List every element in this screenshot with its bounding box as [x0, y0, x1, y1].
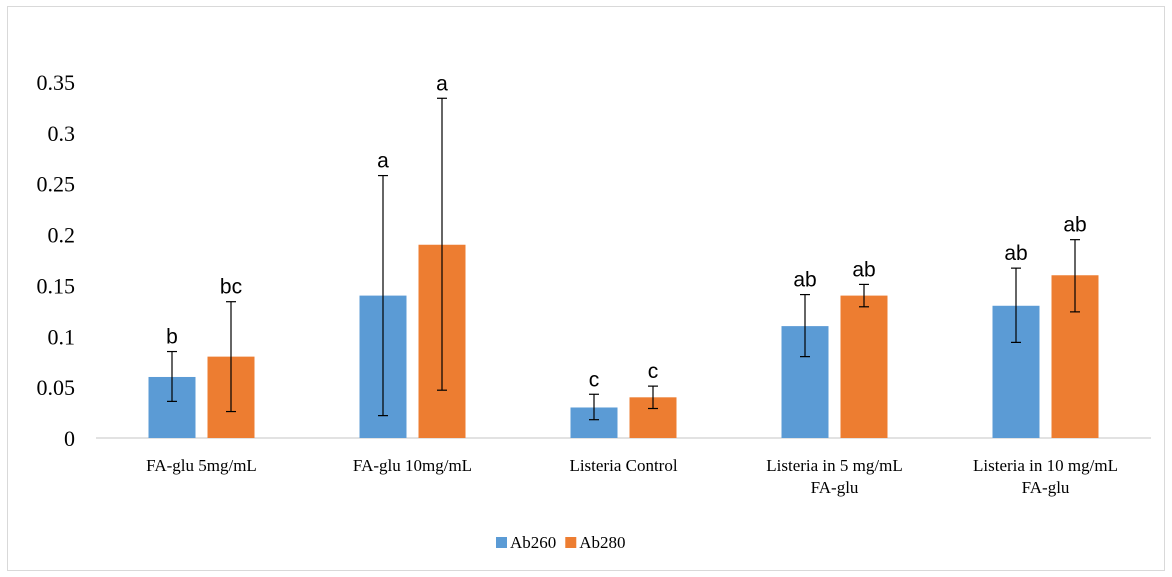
- legend-label-Ab280: Ab280: [579, 533, 625, 552]
- significance-label-Ab260-1: a: [377, 150, 389, 173]
- significance-label-Ab280-0: bc: [220, 276, 242, 299]
- y-tick-label-1: 0.05: [37, 375, 76, 400]
- x-category-label-3-0: Listeria in 5 mg/mL: [766, 456, 902, 475]
- significance-label-Ab280-2: c: [648, 360, 659, 383]
- x-category-label-2-0: Listeria Control: [569, 456, 677, 475]
- y-tick-label-0: 0: [64, 426, 75, 451]
- x-category-label-0-0: FA-glu 5mg/mL: [146, 456, 257, 475]
- y-tick-label-5: 0.25: [37, 172, 76, 197]
- significance-label-Ab260-4: ab: [1004, 242, 1027, 265]
- legend-swatch-Ab260: [496, 537, 507, 548]
- legend-swatch-Ab280: [565, 537, 577, 548]
- significance-label-Ab260-0: b: [166, 326, 178, 349]
- significance-label-Ab260-3: ab: [793, 269, 816, 292]
- x-category-label-3-1: FA-glu: [811, 478, 859, 497]
- x-category-label-4-1: FA-glu: [1022, 478, 1070, 497]
- legend-label-Ab260: Ab260: [510, 533, 556, 552]
- y-tick-label-7: 0.35: [37, 70, 76, 95]
- significance-label-Ab280-3: ab: [852, 258, 875, 281]
- y-tick-label-6: 0.3: [48, 121, 76, 146]
- chart-frame: [7, 6, 1165, 571]
- y-tick-label-4: 0.2: [48, 223, 76, 248]
- significance-label-Ab280-4: ab: [1063, 214, 1086, 237]
- significance-label-Ab280-1: a: [436, 72, 448, 95]
- y-tick-label-3: 0.15: [37, 273, 76, 298]
- bar-Ab280-3: [840, 295, 888, 438]
- significance-label-Ab260-2: c: [589, 368, 600, 391]
- x-category-label-1-0: FA-glu 10mg/mL: [353, 456, 472, 475]
- x-category-label-4-0: Listeria in 10 mg/mL: [973, 456, 1118, 475]
- y-tick-label-2: 0.1: [48, 324, 76, 349]
